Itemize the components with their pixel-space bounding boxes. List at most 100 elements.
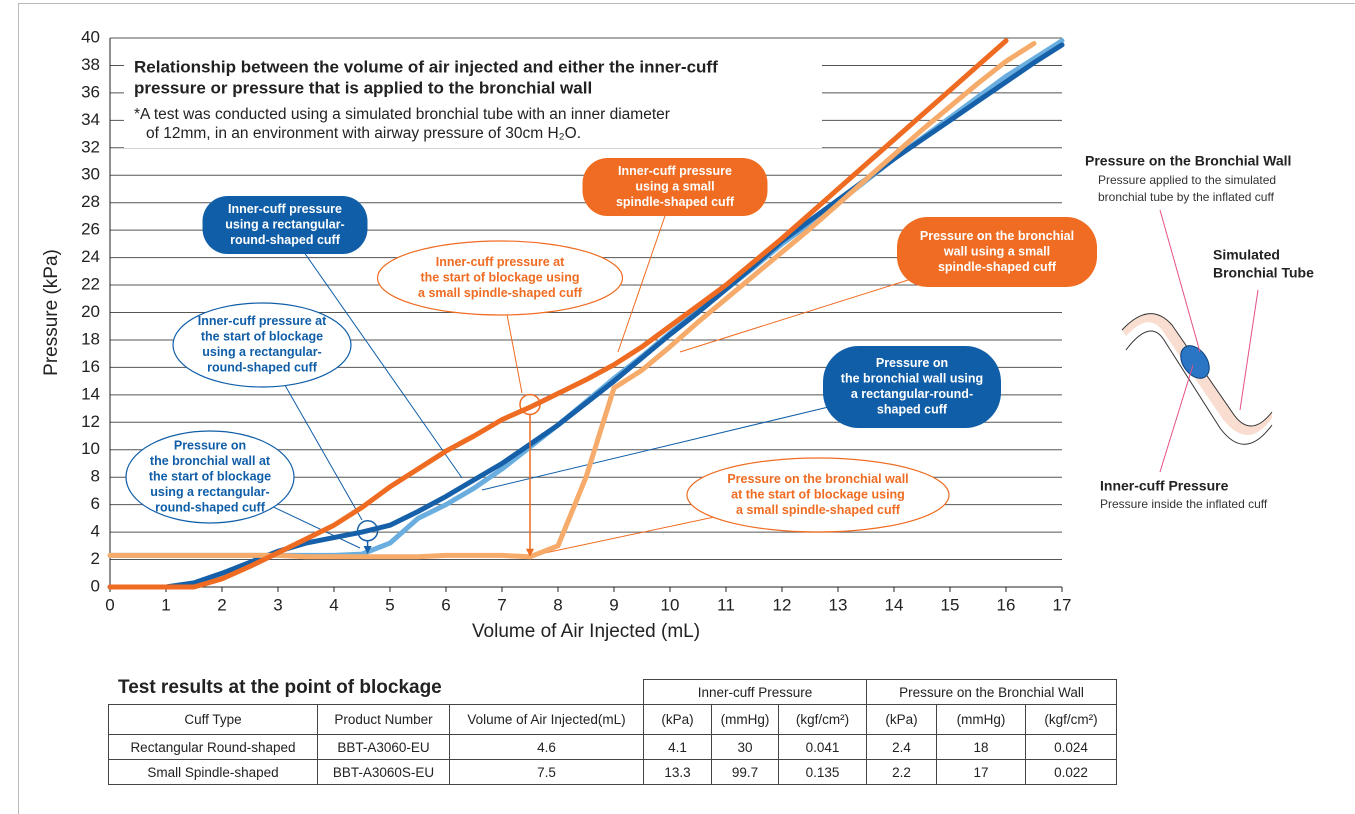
y-tick-label: 26 [81, 220, 100, 239]
callout-text: a rectangular-round- [851, 387, 973, 401]
callout-text: spindle-shaped cuff [616, 195, 735, 209]
y-tick-label: 34 [81, 110, 100, 129]
callout-text: using a rectangular- [225, 217, 344, 231]
table-title: Test results at the point of blockage [118, 677, 442, 698]
arrow-head [526, 548, 534, 557]
table-cell: 0.041 [778, 734, 867, 760]
y-tick-label: 4 [91, 522, 100, 541]
table-cell: BBT-A3060-EU [317, 734, 450, 760]
x-tick-label: 15 [941, 595, 960, 614]
y-tick-label: 22 [81, 275, 100, 294]
y-tick-label: 10 [81, 439, 100, 458]
table-cell: 7.5 [449, 759, 644, 785]
y-tick-label: 2 [91, 549, 100, 568]
callout-text: Pressure on the bronchial wall [727, 472, 908, 486]
callout-text: round-shaped cuff [155, 500, 266, 514]
x-tick-label: 17 [1053, 595, 1072, 614]
table-cell: Product Number [317, 704, 450, 735]
callout-text: spindle-shaped cuff [938, 260, 1057, 274]
table-cell: 2.2 [866, 759, 937, 785]
x-axis-label: Volume of Air Injected (mL) [472, 621, 700, 642]
table-cell: 13.3 [643, 759, 712, 785]
table-cell: Inner-cuff Pressure [643, 679, 867, 705]
x-tick-label: 8 [553, 595, 562, 614]
callout [125, 430, 295, 524]
callout [202, 196, 368, 254]
x-tick-label: 4 [329, 595, 338, 614]
table-cell: Pressure on the Bronchial Wall [866, 679, 1117, 705]
y-tick-label: 20 [81, 302, 100, 321]
table-cell: 0.135 [778, 759, 867, 785]
callout [686, 457, 950, 533]
x-tick-label: 5 [385, 595, 394, 614]
callout [172, 302, 352, 388]
callout-text: Inner-cuff pressure [618, 164, 732, 178]
x-tick-label: 7 [497, 595, 506, 614]
table-cell: 2.4 [866, 734, 937, 760]
chart-title: pressure or pressure that is applied to … [134, 78, 592, 97]
callout-text: the start of blockage using [420, 270, 579, 284]
callout [582, 158, 768, 216]
table-row: Inner-cuff Pressure Pressure on the Bronc… [109, 679, 1117, 705]
tube-wall [1121, 313, 1273, 427]
y-tick-label: 16 [81, 357, 100, 376]
callout [376, 240, 624, 316]
y-tick-label: 12 [81, 412, 100, 431]
table-row: Rectangular Round-shaped BBT-A3060-EU 4.6 4… [108, 734, 1117, 760]
callout-text: Pressure on the bronchial [920, 229, 1074, 243]
table-cell: (kPa) [866, 704, 937, 735]
data-line [107, 41, 1037, 560]
y-tick-label: 8 [91, 467, 100, 486]
arrow-head [363, 546, 372, 555]
diagram: Pressure on the Bronchial Wall Pressure … [1085, 153, 1314, 511]
table-cell: Volume of Air Injected(mL) [449, 704, 644, 735]
pointer [1239, 289, 1259, 411]
table-cell: (kPa) [643, 704, 712, 735]
callout-text: round-shaped cuff [230, 233, 341, 247]
frame [18, 3, 1355, 814]
diagram-label: Simulated [1213, 247, 1280, 263]
y-tick-label: 32 [81, 137, 100, 156]
callout-text: Pressure on [174, 438, 246, 452]
table-cell: 0.024 [1025, 734, 1117, 760]
callout-text: at the start of blockage using [731, 487, 905, 501]
callout-text: Pressure on [876, 356, 948, 370]
table-cell: 99.7 [711, 759, 779, 785]
table-cell: BBT-A3060S-EU [317, 759, 450, 785]
callout-text: the bronchial wall using [841, 372, 983, 386]
table-row: Cuff Type Product Number Volume of Air Inj… [108, 704, 1117, 735]
y-tick-label: 28 [81, 192, 100, 211]
table-cell: (mmHg) [936, 704, 1026, 735]
callout-text: shaped cuff [877, 403, 948, 417]
callout-text: a small spindle-shaped cuff [418, 286, 583, 300]
title-box [124, 50, 822, 148]
callout [897, 217, 1097, 287]
callout-text: using a small [635, 179, 714, 193]
y-tick-label: 36 [81, 82, 100, 101]
table-blank [109, 680, 644, 705]
diagram-desc: bronchial tube by the inflated cuff [1098, 190, 1275, 204]
table-cell: Cuff Type [108, 704, 318, 735]
chart-title: Relationship between the volume of air i… [134, 57, 718, 76]
x-tick-label: 16 [997, 595, 1016, 614]
table-cell: 4.6 [449, 734, 644, 760]
x-tick-label: 0 [105, 595, 114, 614]
diagram-label: Pressure on the Bronchial Wall [1085, 153, 1291, 169]
x-tick-label: 12 [773, 595, 792, 614]
pointer [1159, 209, 1201, 353]
table-cell: (kgf/cm²) [1025, 704, 1117, 735]
table-row: Small Spindle-shaped BBT-A3060S-EU 7.5 13.3… [108, 759, 1117, 785]
chart-note: *A test was conducted using a simulated … [134, 106, 670, 123]
x-tick-label: 14 [885, 595, 904, 614]
table-cell: 0.022 [1025, 759, 1117, 785]
x-tick-label: 3 [273, 595, 282, 614]
table-cell: 30 [711, 734, 779, 760]
y-tick-label: 14 [81, 384, 100, 403]
callout-text: a small spindle-shaped cuff [736, 503, 901, 517]
callout [823, 346, 1001, 428]
y-axis-label: Pressure (kPa) [41, 249, 62, 376]
x-tick-label: 6 [441, 595, 450, 614]
y-tick-label: 24 [81, 247, 100, 266]
x-tick-label: 13 [829, 595, 848, 614]
